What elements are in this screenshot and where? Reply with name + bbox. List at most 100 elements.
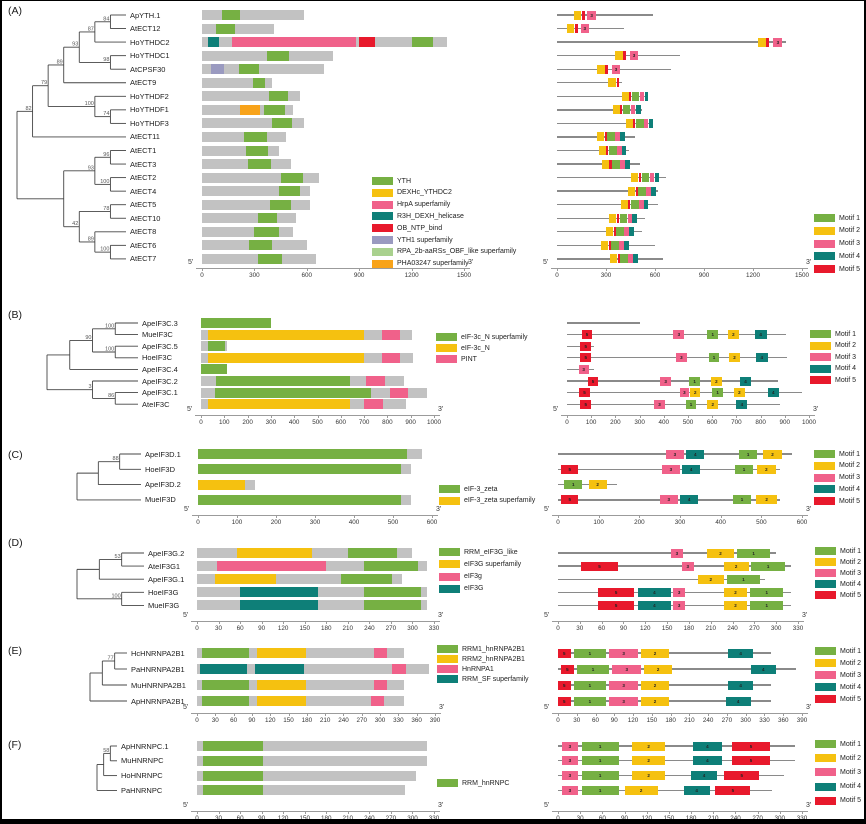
motif-legend-swatch: [810, 330, 831, 338]
motif-legend-label: Motif 4: [840, 580, 862, 588]
motif-box: [620, 132, 625, 142]
motif-box: 5: [715, 785, 751, 795]
axis-tick-label: 300: [249, 271, 260, 279]
axis-tick: [623, 621, 625, 624]
domain-segment: [363, 587, 422, 598]
domain-segment: [210, 64, 224, 75]
axis-tick: [726, 713, 728, 716]
motif-box: [620, 105, 623, 115]
motif-box: 2: [707, 548, 734, 558]
panel-label: (A): [8, 5, 22, 17]
axis-tick-label: 0: [556, 624, 560, 632]
motif-box: [635, 186, 638, 196]
taxon-label: AtECT2: [130, 173, 157, 183]
protein-bar: [197, 741, 427, 751]
motif-line: [557, 163, 641, 165]
axis-tick-label: 90: [258, 624, 266, 632]
axis-tick: [215, 713, 217, 716]
axis-tick-label: 330: [792, 624, 804, 632]
motif-legend-swatch: [814, 214, 835, 222]
domain-segment: [214, 387, 372, 398]
domain-legend-swatch: [439, 560, 460, 569]
motif-box: [611, 240, 620, 250]
domain-segment: [202, 770, 264, 781]
domain-legend-swatch: [439, 496, 460, 505]
three-prime-label: 3': [438, 406, 444, 413]
axis-tick: [670, 713, 672, 716]
motif-box: [620, 254, 629, 264]
motif-box: [598, 146, 606, 155]
domain-legend-swatch: [436, 355, 457, 363]
protein-bar: [197, 785, 406, 796]
motif-line: [557, 190, 659, 192]
motif-box: [605, 64, 608, 74]
motif-box: 1: [708, 353, 720, 363]
motif-box: [604, 132, 607, 142]
axis-tick-label: 600: [335, 418, 347, 426]
axis-tick: [347, 811, 349, 814]
domain-legend-label: RRM1_hnRNPA2B1: [462, 645, 525, 653]
axis-tick-label: 180: [301, 716, 313, 724]
domain-segment: [198, 464, 401, 475]
axis-tick: [639, 415, 641, 418]
motif-box: 3: [654, 399, 665, 409]
axis-tick: [434, 811, 435, 814]
motif-box: [627, 213, 633, 223]
motif-box: [615, 132, 620, 142]
axis-tick-label: 150: [283, 716, 294, 724]
motif-box: 3: [578, 364, 589, 374]
motif-box: 3: [609, 648, 639, 658]
motif-box: 1: [576, 664, 610, 674]
axis-tick: [218, 621, 220, 624]
five-prime-label: 5': [544, 506, 550, 513]
domain-legend-swatch: [372, 224, 393, 233]
motif-box: [633, 254, 638, 264]
motif-box: [624, 240, 629, 250]
axis-tick: [710, 621, 712, 624]
bootstrap-value: 89: [57, 59, 63, 65]
three-prime-label: 3': [439, 704, 445, 711]
axis-tick: [753, 268, 754, 271]
motif-legend-label: Motif 2: [840, 659, 862, 667]
axis-line: [191, 811, 440, 812]
axis-tick: [645, 621, 647, 624]
axis-tick: [633, 713, 635, 716]
taxon-label: ApeIF3G.2: [148, 548, 185, 558]
motif-box: [644, 91, 649, 101]
axis-tick-label: 800: [755, 418, 766, 426]
motif-legend-label: Motif 1: [840, 647, 862, 655]
domain-legend-label: HrpA superfamily: [397, 201, 451, 209]
motif-line: [558, 668, 796, 670]
taxon-label: PaHNRNPC: [121, 785, 163, 795]
axis-tick-label: 0: [556, 518, 560, 526]
motif-box: 3: [670, 548, 684, 558]
axis-tick: [354, 515, 355, 518]
motif-line: [558, 483, 617, 486]
motif-legend-label: Motif 3: [839, 240, 861, 247]
domain-segment: [340, 574, 393, 585]
axis-tick-label: 120: [277, 624, 289, 632]
motif-legend-label: Motif 4: [835, 365, 857, 372]
motif-box: 1: [712, 388, 724, 398]
axis-tick-label: 600: [426, 518, 438, 526]
five-prime-label: 5': [183, 802, 189, 809]
motif-box: 2: [643, 664, 673, 674]
domain-legend-label: YTH1 superfamily: [397, 236, 453, 244]
motif-legend-label: Motif 3: [839, 474, 861, 482]
taxon-label: AtECT12: [130, 24, 161, 34]
taxon-label: ApeIF3D.2: [145, 480, 181, 490]
taxon-label: AtECT7: [130, 254, 157, 264]
motif-box: 5: [587, 376, 599, 386]
axis-tick: [689, 713, 691, 716]
motif-box: 1: [736, 548, 771, 558]
motif-box: 1: [732, 495, 752, 505]
domain-legend-label: RRM_eIF3G_like: [464, 548, 518, 556]
axis-tick: [315, 515, 316, 518]
motif-legend-label: Motif 2: [840, 754, 862, 762]
motif-legend-swatch: [810, 353, 831, 361]
motif-box: 4: [750, 664, 776, 674]
axis-tick-label: 180: [321, 814, 332, 822]
three-prime-label: 3': [468, 259, 474, 266]
axis-tick-label: 500: [312, 418, 323, 426]
domain-segment: [201, 364, 227, 375]
